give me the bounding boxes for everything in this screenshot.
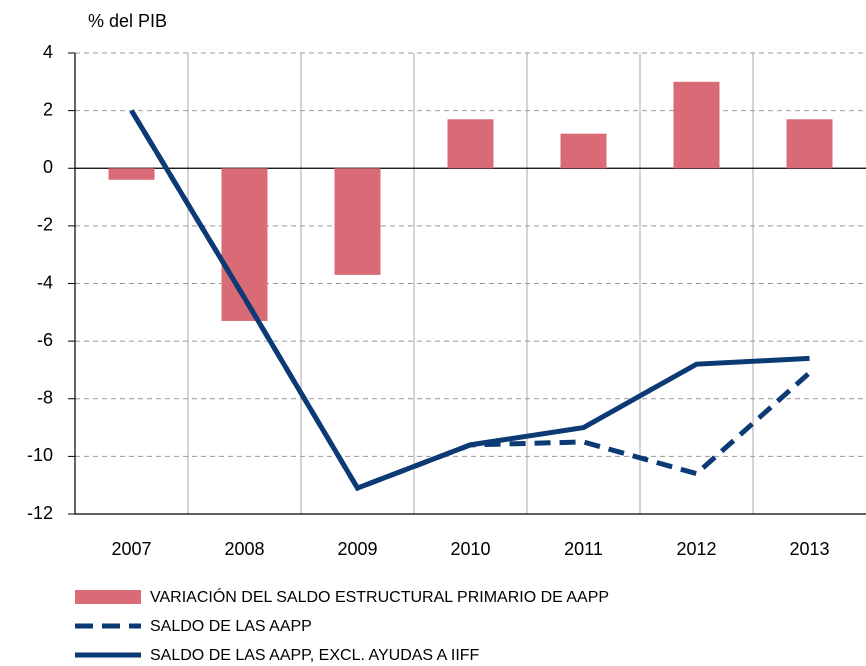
- legend-label: SALDO DE LAS AAPP, EXCL. AYUDAS A IIFF: [150, 647, 480, 664]
- x-tick-label: 2010: [450, 539, 490, 559]
- y-tick-label: -8: [37, 388, 53, 408]
- bar: [334, 168, 381, 275]
- line: [129, 109, 810, 492]
- x-tick-label: 2007: [111, 539, 151, 559]
- y-tick-label: -6: [37, 330, 53, 350]
- y-tick-label: 0: [43, 157, 53, 177]
- y-tick-label: 2: [43, 99, 53, 119]
- y-tick-label: -2: [37, 215, 53, 235]
- legend-label: VARIACIÓN DEL SALDO ESTRUCTURAL PRIMARIO…: [150, 587, 609, 606]
- legend-label: SALDO DE LAS AAPP: [150, 618, 312, 635]
- y-tick-label: -4: [37, 272, 53, 292]
- bar: [673, 81, 720, 169]
- x-tick-label: 2009: [337, 539, 377, 559]
- legend-swatch: [75, 590, 141, 604]
- x-tick-label: 2008: [224, 539, 264, 559]
- bar: [786, 119, 833, 169]
- y-axis-label: % del PIB: [88, 11, 167, 31]
- y-tick-label: -10: [27, 445, 53, 465]
- x-tick-label: 2012: [676, 539, 716, 559]
- y-tick-label: -12: [27, 503, 53, 523]
- bar: [447, 119, 494, 169]
- y-tick-label: 4: [43, 42, 53, 62]
- bar: [108, 168, 155, 180]
- bar: [560, 133, 607, 169]
- x-tick-label: 2013: [789, 539, 829, 559]
- x-tick-label: 2011: [564, 539, 603, 559]
